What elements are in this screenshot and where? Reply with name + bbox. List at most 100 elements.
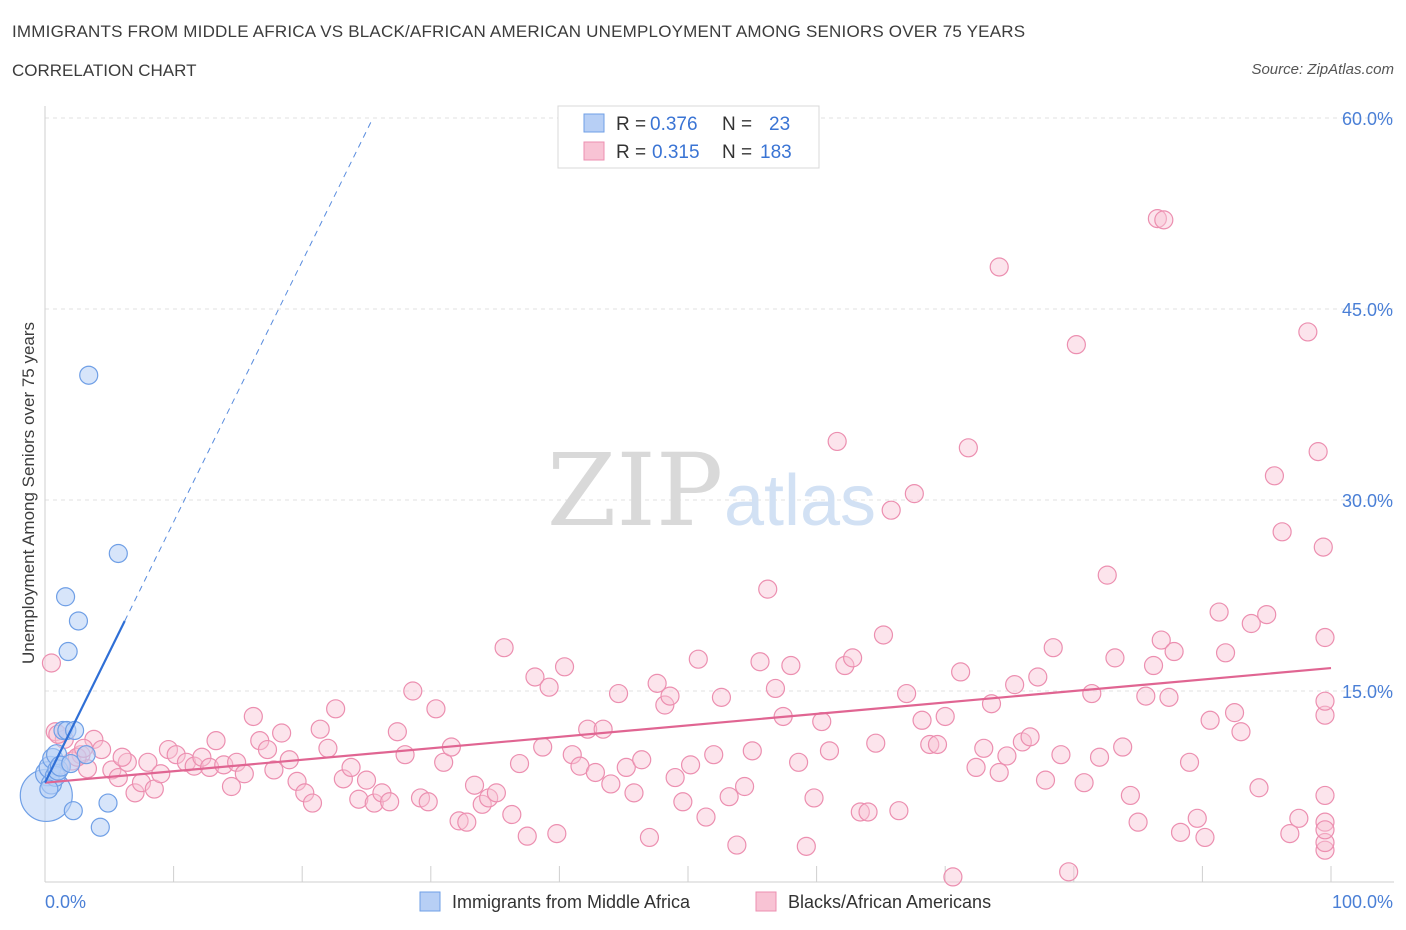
watermark: ZIP atlas xyxy=(547,432,876,549)
stats-n-value-2: 183 xyxy=(760,142,792,163)
point-blacks-81 xyxy=(647,673,667,693)
point-blacks-172 xyxy=(1315,840,1335,860)
point-blacks-57 xyxy=(464,775,485,795)
point-blacks-124 xyxy=(974,738,994,758)
point-blacks-52 xyxy=(426,699,446,719)
point-blacks-30 xyxy=(257,739,278,760)
point-blacks-111 xyxy=(873,625,894,645)
point-immigrants-12 xyxy=(58,641,78,662)
point-blacks-155 xyxy=(1209,602,1229,622)
point-blacks-55 xyxy=(449,811,469,831)
legend-swatch-blacks xyxy=(755,891,777,912)
point-blacks-137 xyxy=(1074,773,1094,793)
point-blacks-77 xyxy=(616,757,636,778)
point-blacks-112 xyxy=(881,500,901,520)
y-tick-label-2: 45.0% xyxy=(1342,300,1393,320)
point-blacks-93 xyxy=(734,776,755,797)
point-blacks-119 xyxy=(935,706,955,727)
point-blacks-21 xyxy=(192,747,212,767)
point-blacks-87 xyxy=(688,649,708,669)
point-blacks-130 xyxy=(1020,727,1040,747)
point-blacks-132 xyxy=(1035,770,1056,790)
point-blacks-101 xyxy=(796,836,816,856)
point-blacks-48 xyxy=(395,745,415,765)
point-blacks-170 xyxy=(1315,785,1335,806)
point-blacks-176 xyxy=(1315,691,1335,711)
point-blacks-104 xyxy=(819,741,840,761)
point-blacks-165 xyxy=(1289,808,1309,828)
point-blacks-149 xyxy=(1164,641,1184,662)
x-tick-label-0: 0.0% xyxy=(45,892,86,912)
point-blacks-35 xyxy=(295,783,315,803)
point-blacks-75 xyxy=(601,774,621,794)
point-blacks-128 xyxy=(1005,675,1025,695)
watermark-atlas: atlas xyxy=(724,461,876,541)
stats-n-label-1: N = xyxy=(722,114,752,135)
point-blacks-31 xyxy=(264,760,284,780)
point-blacks-114 xyxy=(897,683,917,704)
trendlines xyxy=(44,117,1332,784)
point-blacks-69 xyxy=(554,657,575,677)
point-blacks-140 xyxy=(1097,565,1117,585)
stats-n-label-2: N = xyxy=(722,142,752,163)
stats-swatch-immigrants xyxy=(583,113,605,133)
point-blacks-166 xyxy=(1298,322,1318,342)
point-blacks-177 xyxy=(989,257,1009,277)
point-blacks-151 xyxy=(1179,752,1200,772)
stats-n-value-1: 23 xyxy=(769,114,790,135)
point-blacks-73 xyxy=(585,762,606,783)
point-blacks-47 xyxy=(387,722,407,742)
point-blacks-153 xyxy=(1195,827,1215,848)
chart-title: IMMIGRANTS FROM MIDDLE AFRICA VS BLACK/A… xyxy=(12,22,1026,41)
point-blacks-14 xyxy=(138,752,158,772)
point-blacks-94 xyxy=(742,741,762,761)
point-blacks-167 xyxy=(1308,442,1328,462)
point-blacks-146 xyxy=(1143,655,1164,676)
point-blacks-36 xyxy=(302,793,323,813)
point-blacks-135 xyxy=(1059,862,1079,882)
point-blacks-46 xyxy=(380,792,400,812)
point-blacks-136 xyxy=(1066,335,1086,355)
y-tick-label-3: 60.0% xyxy=(1342,109,1393,129)
point-blacks-61 xyxy=(494,638,514,658)
point-blacks-106 xyxy=(835,655,855,676)
point-blacks-131 xyxy=(1028,667,1048,687)
point-blacks-120 xyxy=(943,867,963,887)
legend: Immigrants from Middle Africa Blacks/Afr… xyxy=(419,891,991,912)
point-blacks-62 xyxy=(502,804,522,825)
point-blacks-102 xyxy=(804,788,824,808)
point-immigrants-15 xyxy=(68,611,89,631)
point-blacks-97 xyxy=(765,678,786,699)
point-blacks-38 xyxy=(318,738,338,758)
point-blacks-110 xyxy=(866,733,886,753)
point-blacks-138 xyxy=(1082,683,1102,704)
point-blacks-171 xyxy=(1315,705,1335,725)
point-blacks-157 xyxy=(1224,703,1245,723)
legend-swatch-immigrants xyxy=(419,891,441,912)
point-blacks-143 xyxy=(1120,785,1140,806)
series-immigrants-points xyxy=(19,365,128,837)
point-blacks-83 xyxy=(660,686,680,706)
stats-r-label-1: R = xyxy=(616,114,646,135)
point-immigrants-16 xyxy=(76,745,96,765)
point-blacks-154 xyxy=(1200,710,1220,730)
y-tick-label-1: 30.0% xyxy=(1342,491,1393,511)
point-blacks-65 xyxy=(525,667,545,687)
point-blacks-76 xyxy=(608,683,629,704)
stats-r-label-2: R = xyxy=(616,142,646,163)
point-blacks-63 xyxy=(509,753,530,774)
point-blacks-80 xyxy=(639,827,660,848)
point-blacks-174 xyxy=(1315,812,1335,832)
series-blacks-points xyxy=(41,208,1335,887)
point-blacks-100 xyxy=(788,752,809,772)
point-blacks-147 xyxy=(1151,630,1171,650)
point-blacks-142 xyxy=(1113,737,1133,757)
point-blacks-18 xyxy=(166,745,186,765)
trendline-blacks xyxy=(44,666,1332,784)
y-axis-label: Unemployment Among Seniors over 75 years xyxy=(19,322,38,664)
point-blacks-12 xyxy=(125,783,145,803)
point-blacks-152 xyxy=(1187,808,1207,828)
y-tick-labels: 15.0% 30.0% 45.0% 60.0% xyxy=(1342,109,1393,702)
point-blacks-60 xyxy=(486,783,506,803)
point-blacks-141 xyxy=(1105,648,1125,668)
